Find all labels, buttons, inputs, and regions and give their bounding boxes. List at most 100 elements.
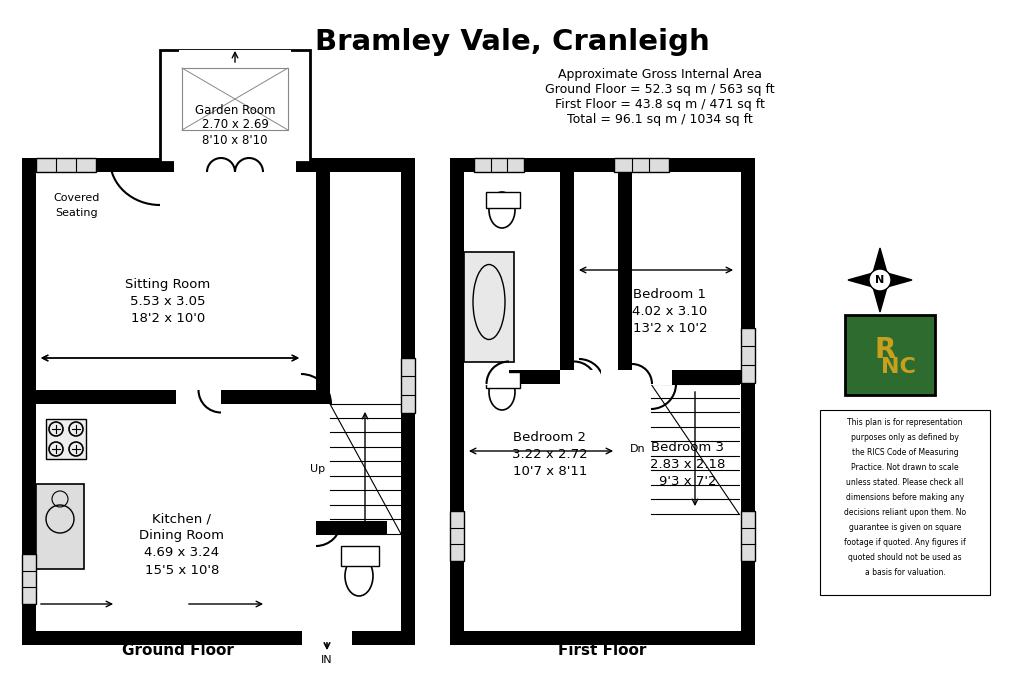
Bar (740, 511, 754, 561)
Bar (600, 370, 650, 385)
Bar (22, 554, 36, 604)
Bar (400, 358, 415, 413)
Text: dimensions before making any: dimensions before making any (845, 493, 963, 502)
Text: 18'2 x 10'0: 18'2 x 10'0 (130, 312, 205, 325)
Bar (559, 172, 574, 370)
Bar (464, 370, 508, 385)
Text: Up: Up (310, 464, 325, 474)
Bar (400, 358, 415, 413)
Text: decisions reliant upon them. No: decisions reliant upon them. No (843, 508, 965, 517)
Bar (740, 328, 754, 383)
Text: Ground Floor = 52.3 sq m / 563 sq ft: Ground Floor = 52.3 sq m / 563 sq ft (544, 83, 774, 96)
Bar (296, 50, 310, 172)
Text: a basis for valuation.: a basis for valuation. (864, 568, 945, 577)
Bar (36, 484, 84, 569)
Bar (181, 68, 287, 130)
Bar (302, 631, 352, 646)
Bar (474, 158, 524, 172)
Text: the RICS Code of Measuring: the RICS Code of Measuring (851, 448, 958, 457)
Bar (160, 50, 310, 162)
Text: 4.02 x 3.10: 4.02 x 3.10 (632, 305, 707, 318)
Bar (740, 158, 754, 645)
Bar (464, 252, 514, 362)
Text: Garden Room: Garden Room (195, 103, 275, 116)
Text: 2.70 x 2.69: 2.70 x 2.69 (202, 118, 268, 131)
Text: Kitchen /: Kitchen / (153, 513, 211, 526)
Text: R: R (873, 336, 895, 364)
Bar (160, 50, 174, 172)
Bar (474, 158, 524, 173)
Bar (844, 315, 934, 395)
Bar (618, 172, 632, 370)
Bar (485, 372, 520, 388)
Bar (178, 50, 290, 64)
Bar (740, 511, 754, 561)
Bar (340, 546, 379, 566)
Bar (449, 158, 464, 645)
Text: Practice. Not drawn to scale: Practice. Not drawn to scale (850, 463, 958, 472)
Bar (740, 328, 754, 383)
Bar (36, 158, 96, 172)
Circle shape (868, 269, 891, 291)
Bar (22, 631, 415, 645)
Bar (613, 158, 668, 172)
Text: 13'2 x 10'2: 13'2 x 10'2 (632, 322, 706, 335)
Text: guarantee is given on square: guarantee is given on square (848, 523, 960, 532)
Text: Bedroom 3: Bedroom 3 (651, 441, 723, 454)
Bar (221, 390, 321, 404)
Bar (844, 315, 934, 395)
Text: 15'5 x 10'8: 15'5 x 10'8 (145, 564, 219, 577)
Text: 2.83 x 2.18: 2.83 x 2.18 (650, 458, 725, 471)
Text: 4.69 x 3.24: 4.69 x 3.24 (145, 547, 219, 560)
Bar (400, 158, 415, 645)
Bar (36, 158, 96, 173)
Text: footage if quoted. Any figures if: footage if quoted. Any figures if (844, 538, 965, 547)
Text: 3.22 x 2.72: 3.22 x 2.72 (512, 448, 587, 461)
Text: purposes only as defined by: purposes only as defined by (850, 433, 958, 442)
Text: Total = 96.1 sq m / 1034 sq ft: Total = 96.1 sq m / 1034 sq ft (567, 113, 752, 126)
Text: 9'3 x 7'2: 9'3 x 7'2 (658, 475, 716, 488)
Bar (22, 158, 415, 172)
Text: Bedroom 1: Bedroom 1 (633, 288, 706, 301)
Bar (449, 511, 464, 561)
Text: Dining Room: Dining Room (140, 530, 224, 543)
Bar (464, 370, 740, 384)
Text: Approximate Gross Internal Area: Approximate Gross Internal Area (557, 68, 761, 81)
Text: Covered: Covered (54, 193, 100, 203)
Bar (579, 370, 629, 385)
Text: Bedroom 2: Bedroom 2 (513, 431, 586, 444)
Text: quoted should not be used as: quoted should not be used as (848, 553, 961, 562)
Bar (632, 370, 672, 385)
Text: Bramley Vale, Cranleigh: Bramley Vale, Cranleigh (314, 28, 708, 56)
Bar (449, 158, 754, 172)
Polygon shape (870, 248, 889, 280)
Bar (316, 521, 386, 535)
Text: NC: NC (879, 357, 914, 377)
Text: Seating: Seating (56, 208, 98, 218)
Bar (174, 158, 296, 173)
Bar (22, 554, 36, 604)
Bar (449, 631, 754, 645)
Text: N: N (874, 275, 883, 285)
Text: Ground Floor: Ground Floor (122, 643, 233, 658)
Bar (559, 370, 604, 385)
Bar (613, 158, 668, 173)
Text: First Floor = 43.8 sq m / 471 sq ft: First Floor = 43.8 sq m / 471 sq ft (554, 98, 764, 111)
Polygon shape (879, 271, 911, 289)
Text: This plan is for representation: This plan is for representation (847, 418, 962, 427)
Text: 8'10 x 8'10: 8'10 x 8'10 (202, 133, 268, 146)
Bar (22, 158, 36, 645)
Text: First Floor: First Floor (557, 643, 646, 658)
Bar (316, 172, 330, 404)
Bar (46, 419, 86, 459)
Bar (485, 192, 520, 208)
Text: 5.53 x 3.05: 5.53 x 3.05 (130, 295, 206, 308)
Polygon shape (870, 280, 889, 312)
Polygon shape (847, 271, 879, 289)
Bar (36, 390, 176, 404)
Text: 10'7 x 8'11: 10'7 x 8'11 (513, 465, 587, 478)
Text: IN: IN (321, 655, 332, 665)
Bar (819, 410, 989, 595)
Text: Dn: Dn (630, 444, 645, 454)
Text: unless stated. Please check all: unless stated. Please check all (846, 478, 963, 487)
